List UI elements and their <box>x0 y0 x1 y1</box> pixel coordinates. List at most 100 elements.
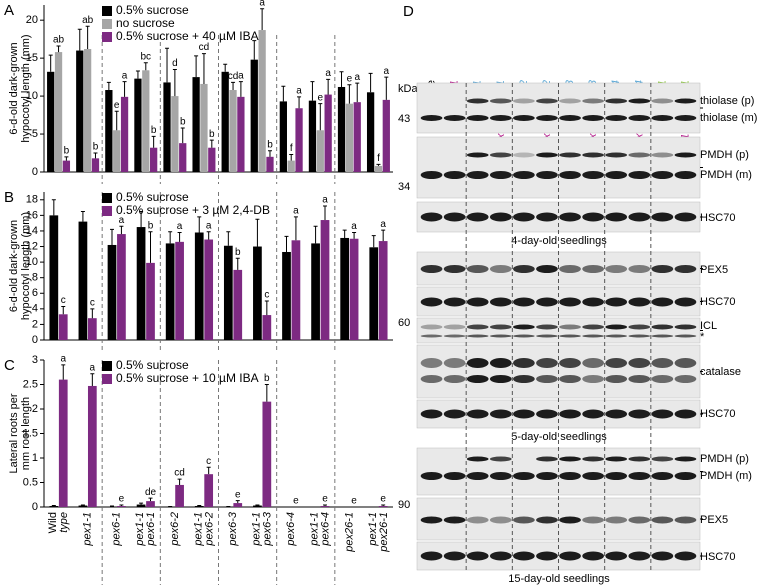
significance-letter: b <box>180 117 186 128</box>
band-label: PMDH (m) <box>700 470 752 482</box>
blot-band <box>559 115 581 121</box>
blot-band <box>651 551 674 561</box>
blot-band <box>674 297 697 307</box>
y-tick-label: 2 <box>32 318 38 330</box>
y-tick-label: 10 <box>26 256 38 268</box>
blot-band <box>582 472 604 480</box>
error-bar <box>206 231 211 240</box>
error-bar <box>56 45 61 53</box>
error-bar <box>119 225 124 235</box>
bar <box>87 385 97 507</box>
blot-band <box>559 516 581 524</box>
blot-band <box>489 152 512 158</box>
error-bar <box>209 139 214 148</box>
error-bar <box>252 40 257 60</box>
blot-band <box>651 375 674 383</box>
blot-band <box>651 115 674 121</box>
stage-label: 4-day-old seedlings <box>511 235 607 247</box>
band-label: HSC70 <box>700 212 735 224</box>
blot-band <box>628 265 651 273</box>
bar <box>136 504 146 507</box>
blot-band <box>582 334 604 338</box>
blot-band <box>674 551 697 561</box>
blot-band <box>489 516 512 524</box>
error-bar <box>264 300 269 316</box>
blot-band <box>628 324 651 330</box>
blot-band <box>536 324 558 330</box>
blot-band <box>605 212 628 222</box>
x-tick-label: pex1-1 <box>309 512 321 547</box>
blot-band <box>559 152 581 158</box>
error-bar <box>148 231 153 263</box>
legend-label: 0.5% sucrose + 40 µM IBA <box>116 29 259 43</box>
significance-letter: e <box>235 489 241 500</box>
blot-band <box>536 358 558 368</box>
error-bar <box>352 232 357 239</box>
significance-letter: e <box>293 496 299 507</box>
error-bar <box>177 232 182 242</box>
significance-letter: e <box>114 100 120 111</box>
bar <box>221 71 229 172</box>
error-bar <box>355 82 360 103</box>
blot-band <box>605 171 628 179</box>
error-bar <box>172 69 177 97</box>
blot-band <box>605 115 628 121</box>
blot-band <box>420 297 443 307</box>
blot-band <box>559 358 581 368</box>
bar <box>266 156 274 172</box>
blot-band <box>582 456 604 462</box>
error-bar <box>264 384 269 402</box>
bar <box>49 215 59 340</box>
y-tick-label: 16 <box>26 209 38 221</box>
significance-letter: b <box>267 139 273 150</box>
bar <box>229 90 237 172</box>
bar <box>374 165 383 172</box>
error-bar <box>61 364 66 380</box>
band-label: ICL <box>700 320 717 332</box>
significance-letter: a <box>119 215 125 226</box>
bar <box>340 237 350 340</box>
blot-band <box>513 297 535 307</box>
error-bar <box>255 218 260 247</box>
blot-band <box>443 516 466 524</box>
blot-band <box>466 551 489 561</box>
bar <box>194 232 204 340</box>
bar <box>117 506 126 507</box>
bar <box>107 244 117 340</box>
blot-band <box>443 115 466 121</box>
significance-letter: ab <box>53 35 65 46</box>
bar <box>208 147 216 172</box>
blot-band <box>420 409 443 419</box>
blot-band <box>605 324 628 330</box>
blot-band <box>513 324 535 330</box>
error-bar <box>165 47 170 83</box>
blot-band <box>513 551 535 561</box>
blot-band <box>420 358 443 368</box>
error-bar <box>109 228 114 245</box>
error-bar <box>235 257 240 270</box>
x-tick-label: pex1-1 <box>251 512 263 547</box>
error-bar <box>80 210 85 222</box>
blot-band <box>443 409 466 419</box>
bar <box>134 78 142 172</box>
significance-letter: a <box>259 0 265 8</box>
blot-band <box>674 324 697 330</box>
band-label: PMDH (m) <box>700 169 752 181</box>
blot-band <box>651 472 674 480</box>
blot-band <box>628 334 651 338</box>
band-label: PEX5 <box>700 514 728 526</box>
blot-band <box>674 334 697 338</box>
error-bar <box>323 504 328 507</box>
blot-band <box>466 516 489 524</box>
error-bar <box>381 229 386 242</box>
bar <box>311 243 320 340</box>
band-label: PMDH (p) <box>700 149 749 161</box>
error-bar <box>85 25 90 50</box>
error-bar <box>342 229 347 238</box>
blot-band <box>674 472 697 480</box>
error-bar <box>347 84 352 104</box>
bar <box>253 246 262 340</box>
x-tick-label: pex1-1 <box>134 512 146 547</box>
legend-swatch <box>102 193 112 203</box>
x-tick-label: pex26-1 <box>343 512 355 553</box>
